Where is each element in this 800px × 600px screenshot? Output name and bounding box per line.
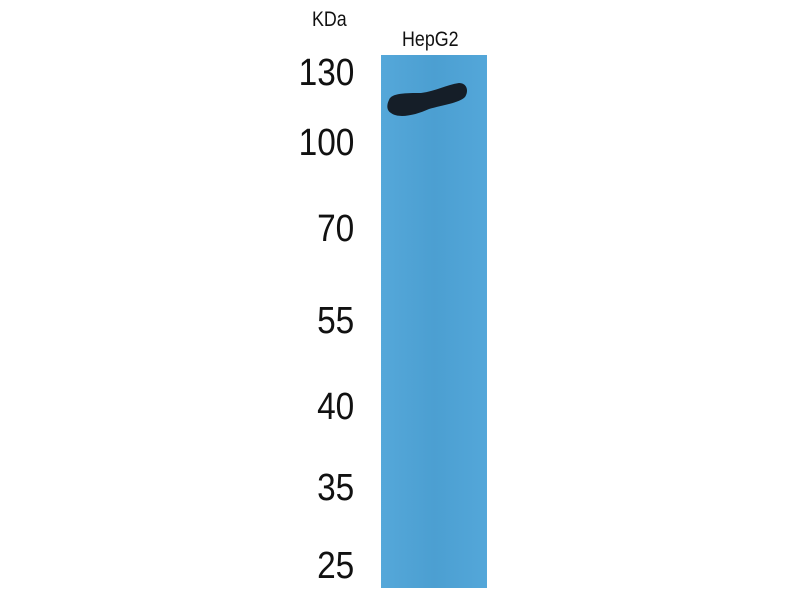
marker-35: 35	[316, 467, 354, 509]
marker-40: 40	[316, 386, 354, 428]
protein-band	[387, 83, 467, 116]
marker-130: 130	[298, 52, 354, 94]
lane-label-hepg2: HepG2	[402, 28, 459, 51]
marker-25: 25	[316, 545, 354, 587]
unit-label: KDa	[312, 8, 347, 31]
marker-70: 70	[316, 208, 354, 250]
marker-100: 100	[298, 122, 354, 164]
marker-55: 55	[316, 300, 354, 342]
blot-lane-hepg2	[381, 55, 487, 588]
